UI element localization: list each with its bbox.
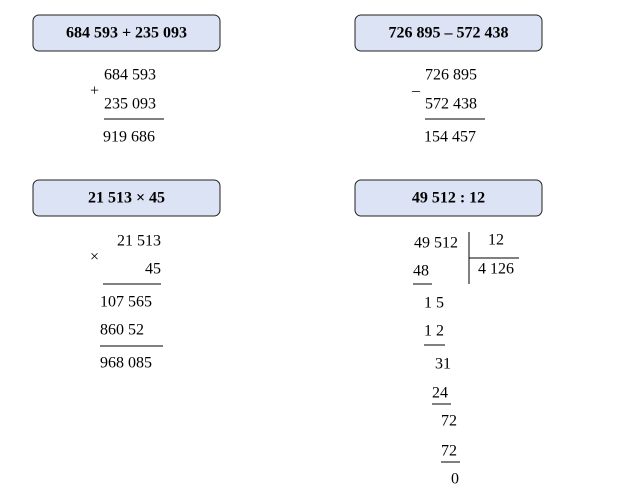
quotient: 4 126 [478, 261, 514, 278]
division-step: 31 [435, 356, 451, 373]
operand: 684 593 [104, 67, 156, 84]
dividend: 49 512 [414, 235, 458, 252]
partial-product: 860 52 [100, 322, 144, 339]
partial-product: 107 565 [100, 294, 152, 311]
problem-title: 49 512 : 12 [412, 190, 485, 207]
operator: – [411, 83, 421, 100]
problem-title: 21 513 × 45 [88, 190, 165, 207]
division-step: 72 [441, 413, 457, 430]
result: 968 085 [100, 355, 152, 372]
operator: + [90, 83, 99, 100]
header-box [32, 14, 221, 52]
header-box [32, 179, 221, 217]
header-box [354, 179, 543, 217]
operand: 21 513 [117, 233, 161, 250]
division-step: 0 [451, 471, 459, 488]
division-step: 72 [441, 443, 457, 460]
division-step: 1 2 [424, 323, 444, 340]
header-box [354, 14, 543, 52]
divisor: 12 [488, 232, 504, 249]
operand: 726 895 [425, 67, 477, 84]
result: 919 686 [103, 129, 155, 146]
operand: 45 [145, 261, 161, 278]
result: 154 457 [424, 129, 476, 146]
division-step: 1 5 [424, 295, 444, 312]
operator: × [90, 249, 99, 266]
operand: 235 093 [104, 96, 156, 113]
division-step: 48 [413, 263, 429, 280]
division-step: 24 [432, 385, 448, 402]
problem-title: 726 895 – 572 438 [389, 25, 509, 42]
operand: 572 438 [425, 96, 477, 113]
problem-title: 684 593 + 235 093 [66, 25, 187, 42]
